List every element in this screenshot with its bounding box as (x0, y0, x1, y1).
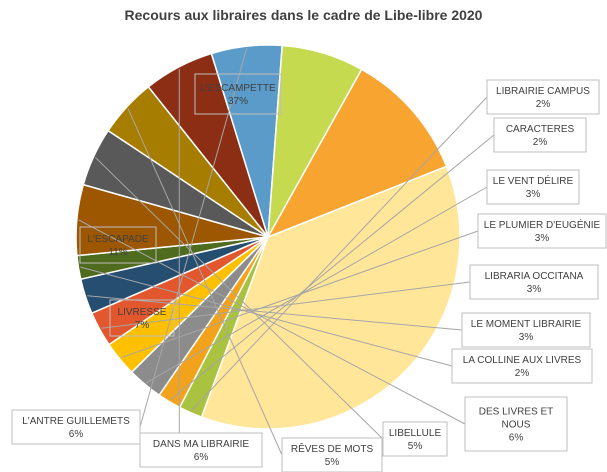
leader-line-le-plumier-d-eugenie (121, 230, 479, 359)
slice-percent-libellule: 5% (408, 441, 423, 452)
slice-name-caracteres: CARACTERES (506, 124, 575, 135)
leader-line-libellule (95, 157, 384, 440)
slice-name-librairie-campus: LIBRAIRIE CAMPUS (496, 86, 590, 97)
slice-name-dans-ma-librairie: DANS MA LIBRAIRIE (153, 439, 249, 450)
leader-line-caracteres (169, 134, 495, 401)
label-box-le-moment-librairie (461, 312, 591, 348)
leader-lines (78, 48, 495, 456)
slice-percent-l-antre-guillemets: 6% (69, 429, 84, 440)
leader-line-la-colline-aux-livres (80, 266, 453, 367)
label-box-librairie-campus (486, 79, 600, 115)
slice-percent-librairie-campus: 2% (536, 99, 551, 110)
slice-name-l-escapade: L'ESCAPADE (87, 234, 149, 245)
slice-name-la-colline-aux-livres: LA COLLINE AUX LIVRES (463, 355, 582, 366)
label-box-des-livres-et-nous (464, 396, 568, 452)
slice-name-reves-de-mots: RÊVES DE MOTS (291, 442, 374, 455)
leader-line-reves-de-mots (127, 108, 283, 456)
label-box-l-escapade (79, 226, 157, 264)
pie-slice-l-escapade (266, 68, 448, 239)
label-box-dans-ma-librairie (139, 432, 263, 468)
leader-line-le-vent-delire (145, 186, 488, 384)
slice-name-livresse: LIVRESSE (118, 307, 167, 318)
slice-percent-des-livres-et-nous: 6% (509, 433, 524, 444)
label-box-l-antre-guillemets (11, 409, 141, 445)
slice-percent-la-colline-aux-livres: 2% (515, 368, 530, 379)
label-box-l-escampette (194, 73, 282, 115)
slice-name-l-antre-guillemets: L'ANTRE GUILLEMETS (22, 416, 130, 427)
slice-percent-l-escapade: 11% (108, 247, 127, 258)
slice-percent-reves-de-mots: 5% (325, 457, 340, 468)
pie-slice-l-escampette (200, 165, 461, 430)
label-box-libellule (382, 421, 448, 457)
slice-labels: L'ESCAMPETTE 37% LIBRAIRIE CAMPUS 2% CARACTE… (11, 73, 607, 472)
label-box-livresse (109, 299, 175, 337)
slice-percent-libraria-occitana: 3% (527, 284, 542, 295)
slice-percent-caracteres: 2% (533, 137, 548, 148)
slice-name-libraria-occitana: LIBRARIA OCCITANA (485, 271, 584, 282)
slice-percent-le-moment-librairie: 3% (519, 332, 534, 343)
slice-percent-livresse: 7% (135, 320, 150, 331)
leader-line-librairie-campus (190, 96, 488, 412)
slice-name-des-livres-et-nous-0: DES LIVRES ET (479, 407, 553, 418)
slice-name-le-moment-librairie: LE MOMENT LIBRAIRIE (471, 319, 582, 330)
slice-percent-l-escampette: 37% (228, 96, 248, 107)
label-box-caracteres (493, 117, 587, 153)
slice-name-le-plumier-d-eugenie: LE PLUMIER D'EUGÉNIE (484, 218, 601, 231)
slice-percent-le-plumier-d-eugenie: 3% (535, 233, 550, 244)
leader-line-le-moment-librairie (87, 295, 463, 331)
chart-title: Recours aux libraires dans le cadre de L… (124, 7, 483, 23)
label-box-le-vent-delire (486, 169, 580, 205)
label-box-le-plumier-d-eugenie (477, 213, 607, 249)
slice-name-l-escampette: L'ESCAMPETTE (200, 83, 276, 94)
leader-line-l-antre-guillemets (139, 48, 248, 428)
label-box-libraria-occitana (469, 264, 599, 300)
slice-percent-le-vent-delire: 3% (526, 189, 541, 200)
slice-name-le-vent-delire: LE VENT DÉLIRE (493, 174, 574, 187)
slice-name-libellule: LIBELLULE (389, 428, 442, 439)
label-box-la-colline-aux-livres (451, 348, 593, 384)
leader-line-libraria-occitana (101, 281, 471, 329)
slice-name-des-livres-et-nous-1: NOUS (502, 420, 531, 431)
leader-line-des-livres-et-nous (78, 219, 466, 425)
slice-percent-dans-ma-librairie: 6% (194, 452, 209, 463)
label-box-reves-de-mots (281, 437, 383, 472)
